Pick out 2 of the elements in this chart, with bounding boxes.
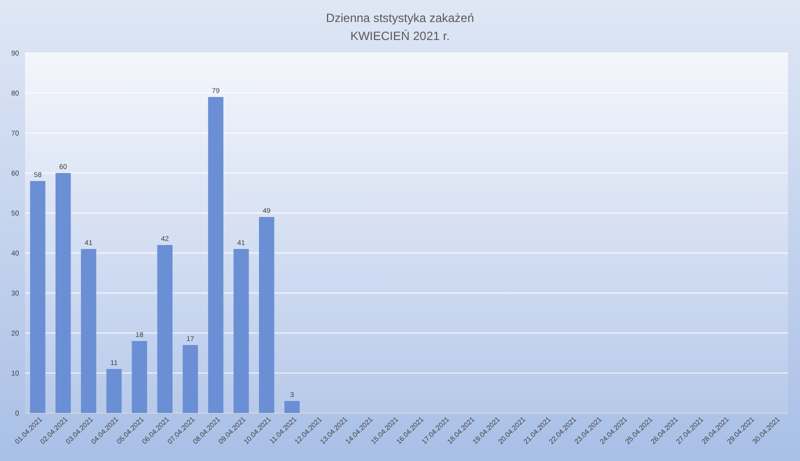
chart-title: Dzienna ststystyka zakażeń: [326, 11, 474, 25]
chart-subtitle: KWIECIEŃ 2021 r.: [350, 29, 450, 43]
